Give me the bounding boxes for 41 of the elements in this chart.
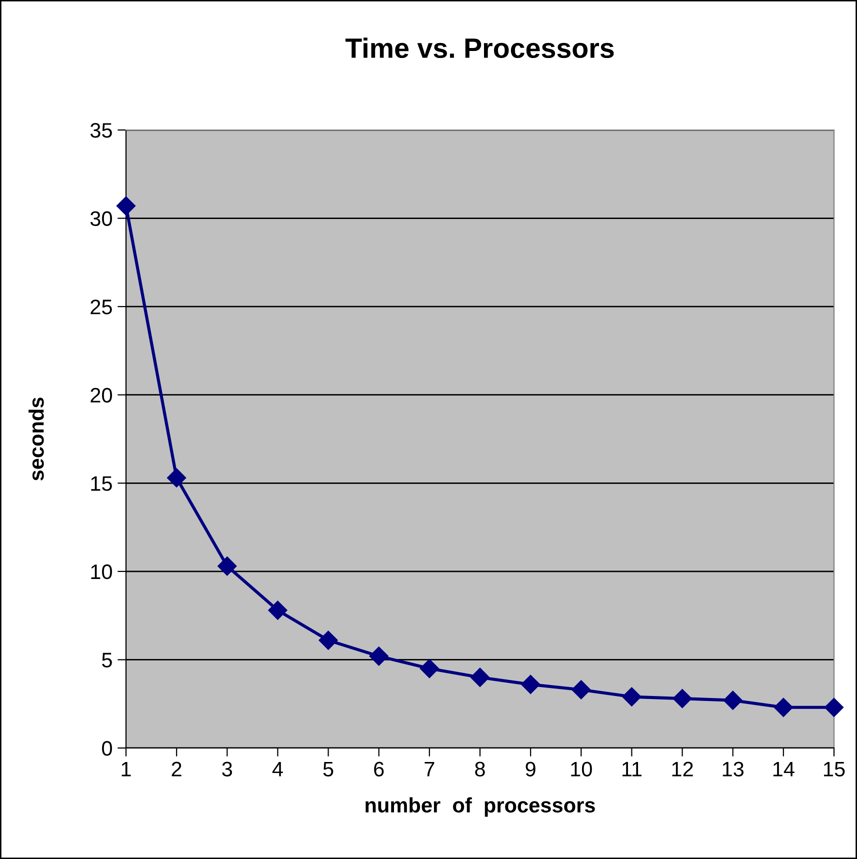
chart-title: Time vs. Processors xyxy=(345,38,614,58)
x-tick-label: 11 xyxy=(622,762,642,776)
x-tick-label: 2 xyxy=(172,762,182,776)
y-tick-label: 30 xyxy=(90,211,112,226)
x-tick-label: 15 xyxy=(824,762,845,776)
x-tick-label: 5 xyxy=(323,762,334,776)
point xyxy=(369,646,388,666)
point xyxy=(116,196,136,216)
x-tick-label: 3 xyxy=(222,762,232,776)
x-tick-label: 8 xyxy=(475,762,485,776)
point xyxy=(268,600,288,620)
point xyxy=(420,659,439,678)
x-tick-label: 1 xyxy=(122,762,131,776)
point xyxy=(521,674,540,694)
x-axis-title: number of processors xyxy=(366,797,595,817)
point xyxy=(318,630,338,650)
point xyxy=(672,689,692,708)
y-tick-label: 5 xyxy=(102,652,112,668)
x-tick-label: 4 xyxy=(272,762,283,776)
y-tick-label: 20 xyxy=(90,388,112,403)
point xyxy=(470,668,490,687)
y-tick-label: 25 xyxy=(90,300,112,314)
point xyxy=(774,698,793,717)
x-tick-label: 12 xyxy=(672,762,693,776)
y-tick-label: 0 xyxy=(102,741,112,756)
point xyxy=(218,556,237,576)
x-tick-label: 13 xyxy=(722,762,744,776)
y-axis-title: seconds xyxy=(28,398,44,481)
point xyxy=(572,680,591,700)
y-tick-label: 10 xyxy=(91,564,112,580)
x-tick-label: 9 xyxy=(526,762,536,776)
x-tick-label: 14 xyxy=(773,762,794,776)
y-tick-label: 15 xyxy=(91,476,112,491)
point xyxy=(167,468,186,488)
point xyxy=(622,687,642,706)
x-tick-label: 7 xyxy=(424,762,434,776)
point xyxy=(824,698,844,717)
point xyxy=(723,690,742,710)
x-tick-label: 6 xyxy=(374,762,384,776)
x-tick-label: 10 xyxy=(571,762,592,776)
y-tick-label: 35 xyxy=(90,123,112,138)
